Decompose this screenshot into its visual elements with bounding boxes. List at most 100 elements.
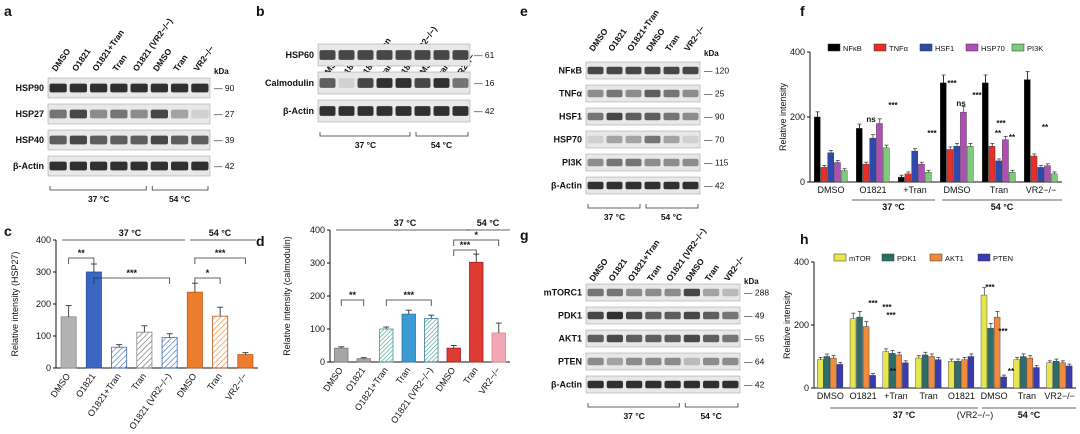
blot-strip <box>47 129 211 151</box>
bar <box>820 167 828 183</box>
sig-label: *** <box>460 240 471 250</box>
band <box>150 135 168 145</box>
band <box>414 50 431 60</box>
band <box>682 181 699 190</box>
bar <box>960 111 967 183</box>
sig-bracket <box>68 257 95 264</box>
band <box>110 109 128 119</box>
band <box>150 83 168 93</box>
sig-label: *** <box>927 129 937 138</box>
band <box>452 78 469 88</box>
band <box>663 89 680 98</box>
band <box>663 135 680 144</box>
blot-strip <box>585 84 701 103</box>
band <box>130 109 148 119</box>
bar <box>1023 79 1031 183</box>
temp-label: 37 °C <box>119 228 142 238</box>
x-tick-label: Tran <box>920 391 938 401</box>
temp-label: 54 °C <box>1018 410 1041 420</box>
sig-label: *** <box>215 248 226 258</box>
bar <box>469 261 484 363</box>
band <box>357 50 374 60</box>
bar <box>834 162 841 183</box>
mw-label: — 70 <box>704 135 725 145</box>
bar <box>830 357 837 389</box>
band <box>683 380 700 389</box>
legend-swatch <box>827 43 841 52</box>
band-label: TNFα <box>559 89 582 99</box>
bar <box>1008 172 1016 183</box>
blot-strip <box>585 329 741 348</box>
bar <box>918 163 925 183</box>
sig-bracket <box>93 277 171 284</box>
lane-label: Tran <box>703 263 721 283</box>
band <box>130 83 148 93</box>
mw-label: — 288 <box>744 288 769 298</box>
legend-label: PI3K <box>1027 44 1043 53</box>
panel-letter: e <box>520 3 528 19</box>
band <box>110 135 128 145</box>
mw-label: — 64 <box>744 357 765 367</box>
band <box>587 112 604 121</box>
temp-label: 37 °C <box>88 194 109 204</box>
bar <box>401 313 416 363</box>
bar <box>954 361 961 389</box>
bar <box>902 362 909 389</box>
band-label: β-Actin <box>551 380 582 390</box>
band-label: HSF1 <box>559 112 582 122</box>
band <box>338 106 355 116</box>
bar <box>1037 167 1044 183</box>
bar <box>911 150 918 183</box>
band <box>683 357 700 366</box>
band <box>606 89 623 98</box>
mw-label: — 39 <box>214 135 235 145</box>
bar <box>882 351 889 389</box>
band <box>682 158 699 167</box>
band <box>49 109 67 119</box>
band <box>130 161 148 171</box>
lane-label: O1821 <box>606 26 629 53</box>
y-tick-label: 400 <box>794 257 809 267</box>
sig-label: * <box>474 230 478 240</box>
blot-strip <box>47 103 211 125</box>
blot-strip <box>317 71 471 95</box>
bar <box>356 358 371 363</box>
band <box>722 334 739 343</box>
band <box>395 50 412 60</box>
kda-label: kDa <box>744 277 759 286</box>
panel-letter: c <box>4 223 12 239</box>
temp-label: 54 °C <box>431 140 452 150</box>
x-sub-label: (VR2−/−) <box>957 410 994 420</box>
band <box>664 288 681 297</box>
temp-label: 37 °C <box>604 212 625 222</box>
temp-label: 54 °C <box>169 194 190 204</box>
band <box>90 161 108 171</box>
x-tick-label: O1821 <box>859 185 886 195</box>
band <box>587 357 604 366</box>
band-label: Calmodulin <box>265 78 314 88</box>
band <box>587 311 604 320</box>
band <box>433 106 450 116</box>
temp-label: 54 °C <box>209 228 232 238</box>
bar <box>814 116 821 183</box>
bar <box>869 375 876 389</box>
band-label: mTORC1 <box>544 288 582 298</box>
band <box>722 311 739 320</box>
y-tick-label: 200 <box>310 291 325 301</box>
bar <box>895 354 903 389</box>
mw-label: — 42 <box>744 380 765 390</box>
bar <box>186 291 203 369</box>
sig-label: *** <box>126 268 137 278</box>
temp-label: 37 °C <box>893 410 916 420</box>
band <box>319 78 336 88</box>
band <box>625 181 642 190</box>
band <box>625 112 642 121</box>
band <box>49 161 67 171</box>
x-tick-label: O1821 <box>948 391 975 401</box>
band-label: AKT1 <box>558 334 582 344</box>
band-label: β-Actin <box>13 161 44 171</box>
band <box>587 135 604 144</box>
band <box>644 158 661 167</box>
sig-label: ** <box>349 290 357 300</box>
band <box>191 135 209 145</box>
